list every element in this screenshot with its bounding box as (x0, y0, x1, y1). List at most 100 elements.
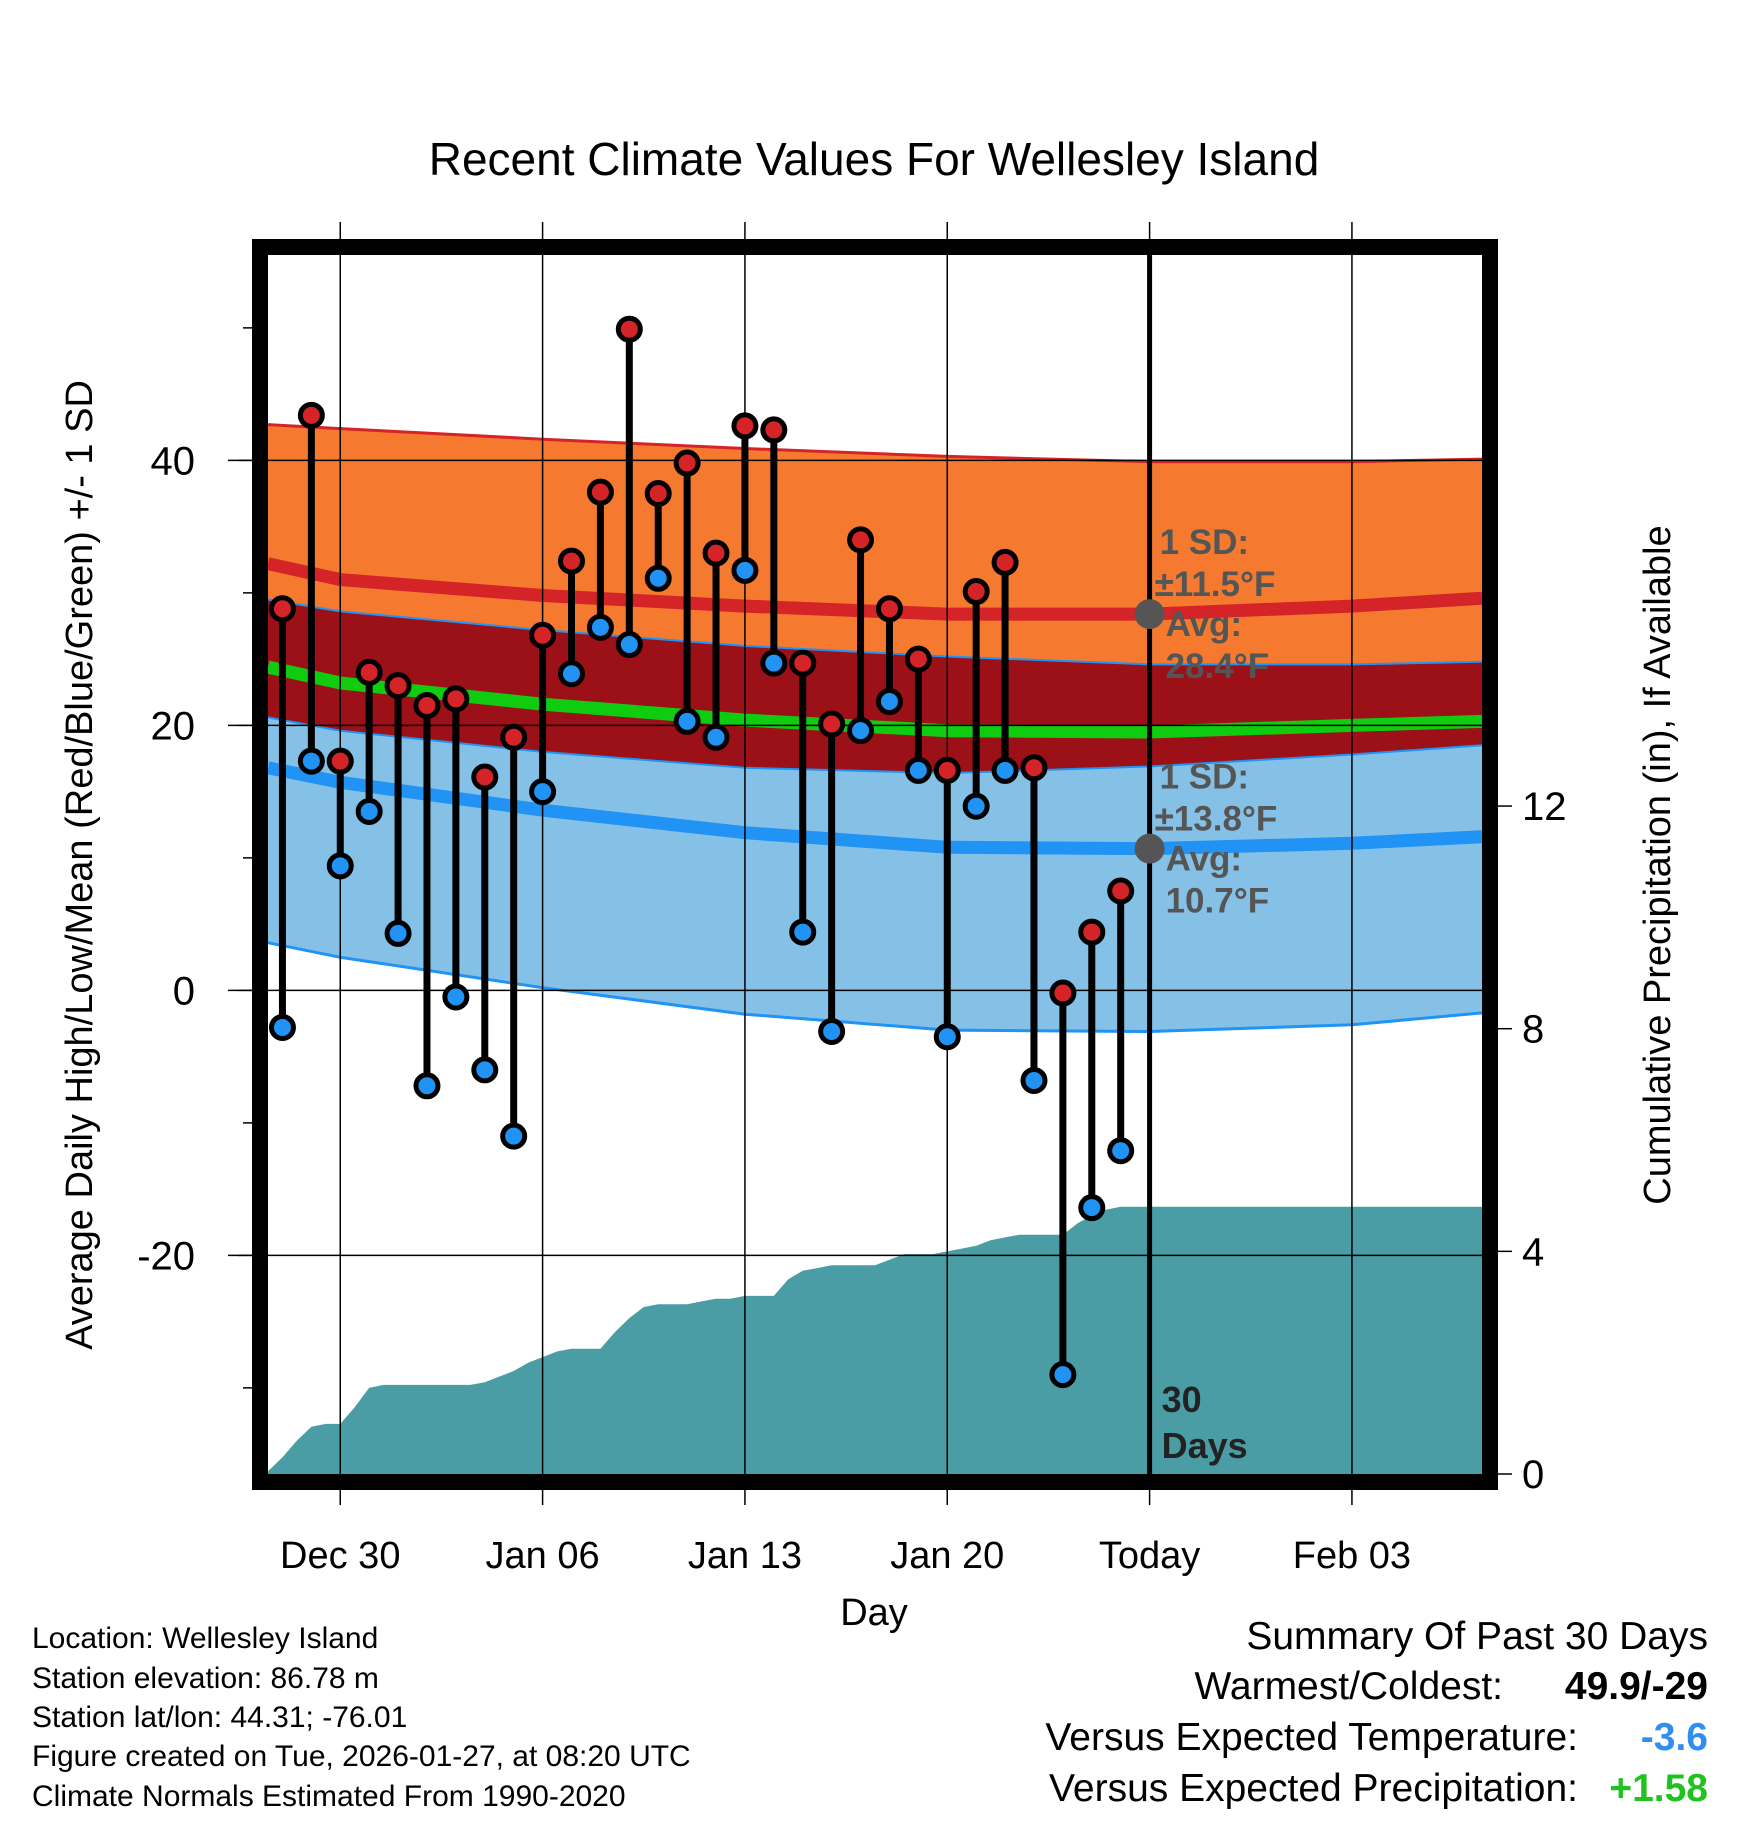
daily-low-point (962, 792, 990, 820)
daily-high-point (355, 658, 383, 686)
precip-area (268, 1206, 1482, 1474)
daily-low-point (1020, 1066, 1048, 1094)
daily-high-point (1020, 754, 1048, 782)
x-tick-label: Dec 30 (280, 1535, 400, 1577)
daily-low-point (702, 723, 730, 751)
x-tick-label: Jan 06 (486, 1535, 600, 1577)
daily-high-point (875, 595, 903, 623)
low-avg-label: Avg: (1166, 840, 1242, 879)
normals-text: Climate Normals Estimated From 1990-2020 (32, 1780, 626, 1813)
low-lower-edge (267, 941, 1483, 1034)
high-lower-edge (267, 598, 1483, 666)
latlon-text: Station lat/lon: 44.31; -76.01 (32, 1701, 408, 1734)
daily-high-point (789, 649, 817, 677)
daily-low-point (500, 1122, 528, 1150)
daily-high-point (558, 547, 585, 575)
days-count-label: 30 (1162, 1379, 1202, 1420)
daily-high-point (644, 480, 672, 507)
daily-high-point (615, 315, 643, 343)
x-axis-label: Day (840, 1592, 908, 1634)
daily-low-point (529, 778, 557, 806)
chart-title: Recent Climate Values For Wellesley Isla… (429, 133, 1320, 185)
y2-tick-label: 12 (1522, 785, 1567, 829)
x-tick-label: Jan 20 (890, 1535, 1004, 1577)
daily-high-point (1107, 877, 1135, 905)
low-avg-value: 10.7°F (1166, 882, 1270, 921)
daily-low-point (991, 756, 1019, 784)
low-sd-label: 1 SD: (1160, 758, 1249, 797)
elevation-text: Station elevation: 86.78 m (32, 1662, 379, 1695)
high-sd-label: 1 SD: (1160, 523, 1249, 562)
daily-high-point (413, 692, 441, 719)
daily-high-point (1049, 979, 1077, 1007)
daily-low-point (384, 919, 412, 947)
summary-temperature-row: Versus Expected Temperature: -3.6 (1045, 1716, 1708, 1760)
expected-temperature-label: Versus Expected Temperature: (1045, 1716, 1578, 1759)
created-text: Figure created on Tue, 2026-01-27, at 08… (32, 1740, 691, 1773)
daily-low-point (760, 649, 788, 677)
daily-low-point (558, 660, 585, 688)
y-tick-label: -20 (137, 1234, 195, 1278)
low-average-line (266, 761, 1483, 856)
daily-high-point (471, 763, 499, 791)
daily-high-point (818, 710, 846, 738)
summary-warmest-row: Warmest/Coldest: 49.9/-29 (1195, 1665, 1708, 1709)
normal-bands (266, 423, 1483, 1034)
daily-high-point (500, 723, 528, 751)
daily-high-point (673, 449, 701, 477)
daily-low-point (442, 983, 470, 1011)
daily-high-point (384, 672, 412, 700)
y-axis-label: Average Daily High/Low/Mean (Red/Blue/Gr… (59, 380, 101, 1350)
daily-high-point (962, 578, 990, 606)
expected-temperature-value: -3.6 (1640, 1716, 1708, 1759)
daily-high-point (268, 595, 296, 623)
x-tick-label: Feb 03 (1293, 1535, 1411, 1577)
y2-tick-label: 4 (1522, 1230, 1544, 1274)
daily-high-point (847, 526, 875, 554)
y-tick-label: 40 (151, 439, 196, 483)
high-avg-value: 28.4°F (1166, 647, 1270, 686)
warmest-coldest-value: 49.9/-29 (1564, 1665, 1708, 1708)
low-average-marker (1134, 833, 1165, 864)
plot-frame (252, 239, 1498, 1490)
daily-high-point (1078, 918, 1106, 946)
daily-low-point (355, 798, 383, 825)
low-sd-value: ±13.8°F (1155, 800, 1278, 839)
daily-low-point (847, 717, 875, 745)
daily-low-point (875, 688, 903, 716)
high-average-marker (1134, 599, 1165, 630)
daily-low-point (1078, 1194, 1106, 1222)
daily-low-point (268, 1013, 296, 1041)
daily-low-point (326, 852, 354, 880)
daily-low-point (731, 556, 759, 584)
daily-low-point (933, 1023, 961, 1051)
x-tick-label: Today (1099, 1535, 1200, 1577)
daily-low-point (644, 564, 672, 592)
daily-high-point (586, 478, 614, 506)
daily-high-point (702, 539, 730, 567)
daily-high-point (326, 747, 354, 775)
daily-low-point (471, 1056, 499, 1084)
expected-precipitation-value: +1.58 (1609, 1767, 1708, 1810)
daily-low-point (586, 613, 614, 641)
high-sd-value: ±11.5°F (1155, 565, 1276, 604)
expected-precipitation-label: Versus Expected Precipitation: (1049, 1767, 1578, 1810)
daily-low-point (297, 747, 325, 775)
daily-high-point (933, 756, 961, 784)
y-tick-label: 0 (173, 969, 195, 1013)
precipitation-area (268, 1206, 1482, 1474)
summary-title: Summary Of Past 30 Days (1246, 1615, 1708, 1658)
high-avg-label: Avg: (1166, 605, 1242, 644)
daily-low-point (673, 707, 701, 735)
daily-low-point (789, 918, 817, 946)
daily-low-point (1107, 1137, 1135, 1165)
daily-high-point (991, 548, 1019, 576)
low-upper-edge (267, 716, 1483, 775)
high-average-line (266, 557, 1483, 621)
daily-low-point (818, 1017, 846, 1045)
daily-high-point (760, 416, 788, 444)
location-text: Location: Wellesley Island (32, 1622, 379, 1655)
y2-axis-label: Cumulative Precipitation (in), If Availa… (1637, 525, 1679, 1204)
